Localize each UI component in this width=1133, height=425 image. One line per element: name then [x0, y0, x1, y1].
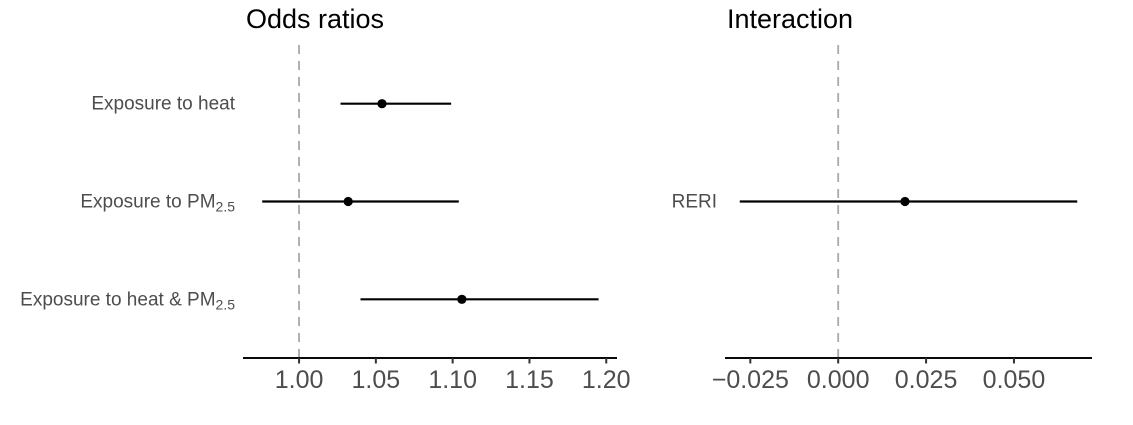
panel-0: 1.00 1.05 1.10 1.15 1.20 Exposure to heat Expo…: [20, 45, 631, 394]
x-tick-label: 0.050: [983, 366, 1046, 394]
x-tick-label: 1.10: [428, 366, 477, 394]
point-estimate: [457, 294, 467, 304]
panel-title-interaction: Interaction: [727, 4, 854, 34]
x-tick-label: 1.20: [582, 366, 631, 394]
x-tick-label: 1.05: [352, 366, 401, 394]
row-label: Exposure to heat & PM2.5: [20, 289, 235, 312]
panel-title-odds-ratios: Odds ratios: [246, 4, 385, 34]
point-estimate: [343, 196, 353, 207]
point-estimate: [377, 99, 387, 109]
panel-1: −0.025 0.000 0.025 0.050 RERI: [672, 45, 1092, 394]
row-label: Exposure to PM2.5: [80, 192, 235, 215]
x-tick-label: 0.000: [807, 366, 870, 394]
row-label: RERI: [672, 192, 717, 213]
x-tick-label: 0.025: [895, 366, 958, 394]
x-tick-label: 1.00: [275, 366, 324, 394]
point-estimate: [900, 196, 910, 207]
x-tick-label: 1.15: [505, 366, 554, 394]
x-tick-label: −0.025: [712, 366, 789, 394]
row-label: Exposure to heat: [91, 94, 235, 115]
